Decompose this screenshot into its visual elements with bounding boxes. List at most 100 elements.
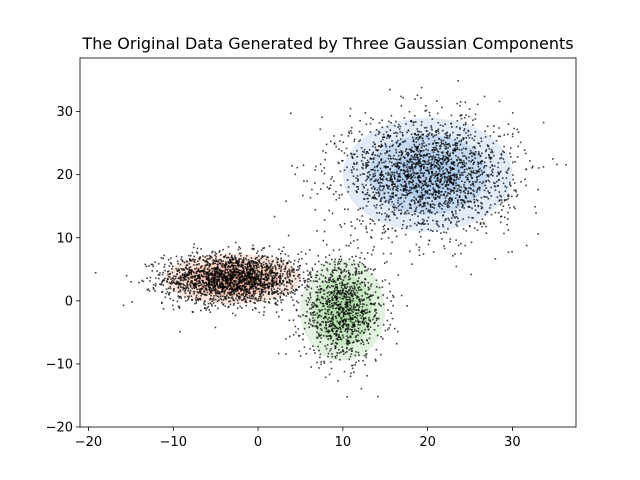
data-point bbox=[456, 190, 459, 193]
data-point bbox=[264, 301, 267, 303]
data-point bbox=[345, 244, 348, 247]
data-point bbox=[494, 203, 496, 205]
data-point bbox=[383, 231, 386, 234]
data-point bbox=[411, 161, 414, 163]
data-point bbox=[354, 286, 356, 289]
data-point bbox=[262, 284, 264, 287]
data-point bbox=[431, 158, 434, 160]
data-point bbox=[503, 151, 505, 154]
data-point bbox=[182, 287, 185, 290]
data-point bbox=[255, 276, 258, 279]
data-point bbox=[225, 279, 228, 282]
data-point bbox=[403, 169, 405, 171]
data-point bbox=[488, 192, 490, 194]
data-point bbox=[177, 262, 179, 265]
data-point bbox=[243, 271, 246, 273]
data-point bbox=[272, 284, 274, 286]
data-point bbox=[474, 157, 476, 160]
data-point bbox=[230, 284, 232, 287]
data-point bbox=[454, 150, 457, 152]
data-point bbox=[278, 265, 280, 267]
data-point bbox=[512, 161, 514, 164]
data-point bbox=[535, 212, 537, 214]
data-point bbox=[345, 293, 348, 296]
data-point bbox=[392, 185, 395, 188]
data-point bbox=[175, 267, 178, 270]
data-point bbox=[183, 269, 186, 271]
data-point bbox=[425, 197, 427, 200]
data-point bbox=[357, 263, 360, 266]
data-point bbox=[458, 220, 460, 223]
data-point bbox=[166, 280, 168, 282]
data-point bbox=[443, 175, 446, 178]
data-point bbox=[417, 201, 419, 204]
data-point bbox=[359, 282, 361, 285]
data-point bbox=[256, 256, 258, 259]
data-point bbox=[309, 271, 312, 273]
data-point bbox=[424, 192, 427, 194]
data-point bbox=[507, 195, 510, 198]
data-point bbox=[251, 260, 254, 263]
data-point bbox=[310, 307, 313, 310]
data-point bbox=[367, 286, 370, 289]
data-point bbox=[403, 117, 406, 119]
data-point bbox=[148, 290, 151, 292]
data-point bbox=[227, 264, 230, 267]
data-point bbox=[316, 230, 318, 232]
data-point bbox=[325, 327, 328, 329]
data-point bbox=[374, 302, 376, 304]
data-point bbox=[343, 270, 346, 272]
data-point bbox=[194, 275, 197, 277]
data-point bbox=[339, 224, 341, 226]
data-point bbox=[367, 200, 370, 203]
data-point bbox=[469, 187, 472, 189]
data-point bbox=[268, 293, 270, 295]
data-point bbox=[224, 282, 227, 285]
data-point bbox=[231, 296, 234, 298]
data-point bbox=[386, 297, 388, 299]
data-point bbox=[414, 166, 416, 168]
data-point bbox=[275, 284, 278, 286]
data-point bbox=[395, 194, 397, 197]
data-point bbox=[277, 276, 280, 278]
data-point bbox=[237, 297, 240, 300]
data-point bbox=[390, 114, 393, 117]
data-point bbox=[246, 263, 248, 266]
data-point bbox=[191, 259, 193, 262]
data-point bbox=[340, 293, 343, 296]
data-point bbox=[423, 127, 426, 129]
data-point bbox=[404, 184, 407, 187]
data-point bbox=[428, 143, 431, 145]
data-point bbox=[212, 297, 215, 299]
data-point bbox=[384, 165, 387, 168]
data-point bbox=[342, 325, 344, 328]
data-point bbox=[447, 201, 450, 203]
data-point bbox=[258, 275, 260, 278]
data-point bbox=[197, 291, 200, 294]
data-point bbox=[485, 157, 487, 159]
data-point bbox=[507, 193, 510, 196]
data-point bbox=[398, 143, 401, 146]
data-point bbox=[265, 262, 268, 265]
data-point bbox=[258, 287, 261, 290]
data-point bbox=[338, 307, 341, 310]
data-point bbox=[450, 221, 452, 223]
data-point bbox=[315, 304, 318, 307]
data-point bbox=[308, 286, 310, 288]
data-point bbox=[280, 301, 283, 304]
data-point bbox=[250, 281, 253, 284]
data-point bbox=[367, 324, 369, 327]
data-point bbox=[392, 193, 394, 195]
data-point bbox=[261, 267, 263, 269]
data-point bbox=[391, 180, 393, 183]
data-point bbox=[383, 165, 386, 168]
data-point bbox=[472, 193, 475, 196]
data-point bbox=[378, 195, 380, 197]
data-point bbox=[417, 177, 419, 180]
data-point bbox=[371, 187, 373, 190]
data-point bbox=[201, 279, 203, 282]
data-point bbox=[357, 334, 359, 336]
data-point bbox=[457, 163, 459, 165]
data-point bbox=[155, 282, 157, 285]
data-point bbox=[254, 307, 256, 309]
